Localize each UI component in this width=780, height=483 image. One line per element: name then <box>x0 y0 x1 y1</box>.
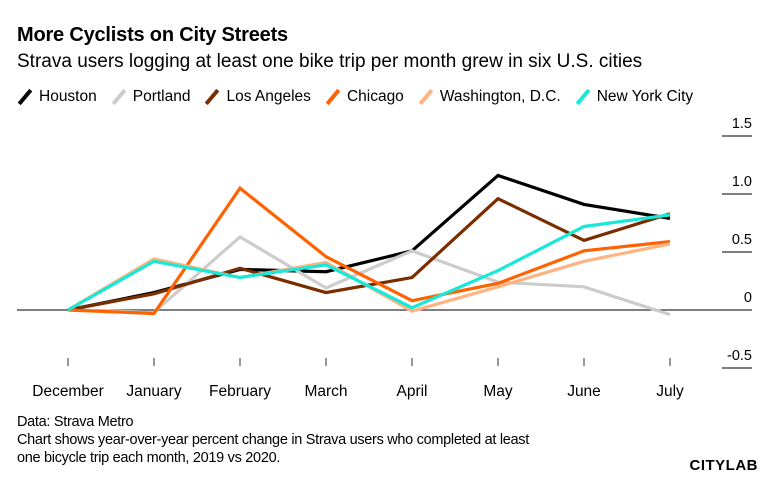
series-line-houston <box>67 173 671 312</box>
chart-note-line-2: one bicycle trip each month, 2019 vs 202… <box>17 450 281 466</box>
x-tick-label: January <box>126 383 181 400</box>
x-tick-label: July <box>656 383 684 400</box>
x-tick-label: April <box>396 383 427 400</box>
y-tick-label: -0.5 <box>727 348 752 364</box>
y-tick-label: 1.5 <box>732 116 752 132</box>
legend-item: New York City <box>575 88 693 106</box>
legend-label: Portland <box>132 88 191 105</box>
legend-item: Portland <box>111 88 191 106</box>
x-tick-label: March <box>304 383 347 400</box>
legend-item: Houston <box>17 88 97 106</box>
x-tick-label: December <box>32 383 104 400</box>
chart-subtitle: Strava users logging at least one bike t… <box>17 51 643 72</box>
legend-item: Chicago <box>325 88 404 106</box>
chart-note-line-1: Chart shows year-over-year percent chang… <box>17 432 529 448</box>
x-tick-label: June <box>567 383 601 400</box>
legend-label: Chicago <box>346 88 404 105</box>
series-line-new-york-city <box>67 213 671 312</box>
chart-title: More Cyclists on City Streets <box>17 24 288 46</box>
legend-item: Los Angeles <box>204 88 311 106</box>
legend-label: Houston <box>39 88 97 105</box>
legend-label: Los Angeles <box>226 88 311 105</box>
x-tick-label: May <box>483 383 513 400</box>
source-note: Data: Strava Metro <box>17 414 134 430</box>
series-line-portland <box>67 234 671 317</box>
legend-item: Washington, D.C. <box>418 88 561 106</box>
y-tick-label: 0.5 <box>732 232 752 248</box>
citylab-logo: CITYLAB <box>689 457 758 474</box>
y-tick-label: 1.0 <box>732 174 752 190</box>
y-tick-label: 0 <box>744 290 752 306</box>
series-line-chicago <box>67 185 671 316</box>
legend-label: New York City <box>596 88 694 105</box>
x-tick-label: February <box>209 383 271 400</box>
series-line-los-angeles <box>67 196 671 312</box>
legend: Houston Portland Los Angeles Chicago Washing… <box>17 88 707 106</box>
legend-label: Washington, D.C. <box>439 88 561 105</box>
